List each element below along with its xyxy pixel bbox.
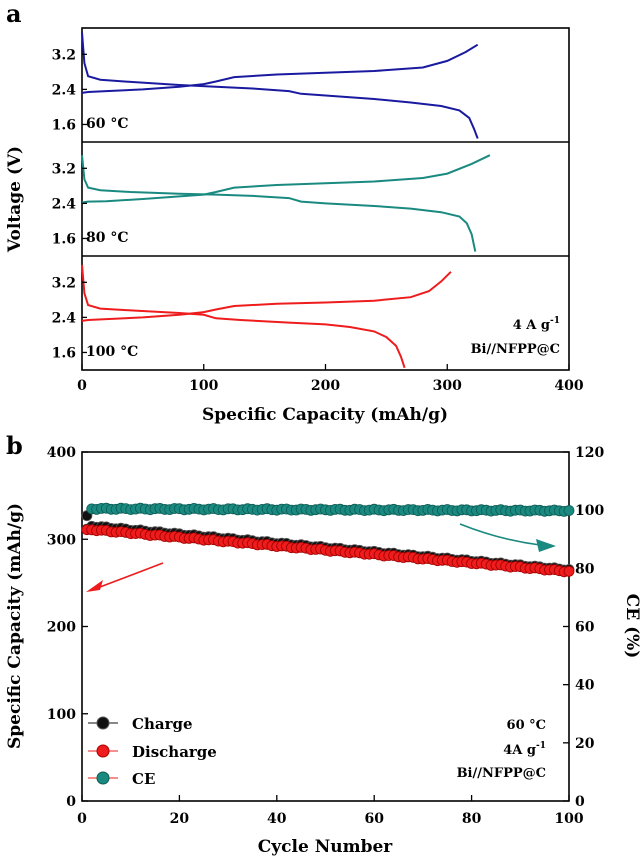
temp-annotation-b: 60 °C — [507, 718, 546, 733]
y-tick-label-a: 1.6 — [52, 231, 76, 247]
y2-tick-label-b: 80 — [575, 561, 595, 577]
panel-b: 0 20 40 60 80 1000100200300400020406080100120… — [5, 445, 641, 857]
point-ce — [563, 505, 575, 516]
point-discharge — [563, 565, 575, 577]
temp-label-100C: 100 °C — [86, 344, 138, 360]
y-tick-label-a: 1.6 — [52, 117, 76, 133]
legend-item-discharge: Discharge — [88, 743, 217, 761]
panel-letter-a: a — [6, 0, 22, 28]
legend-label-ce: CE — [132, 770, 155, 788]
temp-label-60C: 60 °C — [86, 116, 129, 132]
x-axis-label-b: Cycle Number — [258, 837, 394, 857]
x-tick-label-a: 100 — [189, 378, 218, 394]
arrow-to-left-axis — [86, 562, 164, 592]
panel-a-ticks: 1.6 2.4 3.2 1.6 2.4 3.2 1.6 2.4 3.2 0 100 200 300 400 — [52, 47, 584, 394]
y2-tick-label-b: 100 — [575, 503, 604, 519]
y2-tick-label-b: 0 — [575, 794, 585, 810]
subpanel-80C: 80 °C — [81, 154, 491, 252]
curve-80C-discharge — [81, 155, 477, 252]
y-tick-label-b: 0 — [66, 794, 76, 810]
y-tick-label-a: 3.2 — [52, 161, 76, 177]
y-axis-label-a: Voltage (V) — [5, 146, 25, 253]
y-tick-label-a: 2.4 — [52, 82, 77, 98]
y2-axis-label-b: CE (%) — [622, 594, 641, 659]
y-tick-label-b: 400 — [47, 445, 76, 461]
x-axis-label-a: Specific Capacity (mAh/g) — [202, 405, 448, 425]
subpanel-100C: 100 °C — [81, 264, 452, 369]
x-tick-label-b: 100 — [554, 811, 583, 827]
series-discharge — [81, 524, 575, 578]
y-axis-label-b: Specific Capacity (mAh/g) — [5, 503, 25, 749]
y-tick-label-a: 1.6 — [52, 345, 76, 361]
curve-80C-charge — [81, 154, 491, 204]
legend-item-ce: CE — [88, 770, 155, 788]
curve-100C-discharge — [81, 264, 406, 369]
y-tick-label-b: 100 — [47, 707, 76, 723]
x-tick-label-a: 0 — [77, 378, 87, 394]
rate-annotation-a: 4 A g-1 — [513, 316, 560, 333]
curve-60C-charge — [81, 43, 479, 94]
y-tick-label-a: 2.4 — [52, 196, 77, 212]
cell-annotation-a: Bi//NFPP@C — [471, 342, 560, 357]
y-tick-label-a: 3.2 — [52, 275, 76, 291]
x-tick-label-a: 300 — [433, 378, 462, 394]
temp-label-80C: 80 °C — [86, 230, 129, 246]
x-tick-label-b: 0 — [77, 811, 87, 827]
x-tick-label-b: 60 — [364, 811, 384, 827]
y-tick-label-b: 300 — [47, 532, 76, 548]
curve-100C-charge — [81, 271, 452, 322]
panel-letter-b: b — [6, 431, 23, 460]
y2-tick-label-b: 120 — [575, 445, 604, 461]
y-tick-label-a: 2.4 — [52, 310, 77, 326]
y2-tick-label-b: 20 — [575, 736, 595, 752]
legend: Charge Discharge CE — [88, 715, 217, 788]
rate-annotation-b: 4A g-1 — [503, 741, 546, 758]
y2-tick-label-b: 60 — [575, 620, 595, 636]
x-tick-label-b: 80 — [462, 811, 482, 827]
y-tick-label-a: 3.2 — [52, 47, 76, 63]
subpanel-60C: 60 °C — [81, 32, 479, 139]
x-tick-label-a: 400 — [554, 378, 583, 394]
panel-b-series — [81, 502, 575, 578]
legend-item-charge: Charge — [88, 715, 193, 733]
x-tick-label-b: 40 — [267, 811, 287, 827]
y-tick-label-b: 200 — [47, 620, 76, 636]
panel-a: 60 °C 80 °C 100 °C 1.62.43.21.62.43.21.6… — [5, 27, 584, 425]
y2-tick-label-b: 40 — [575, 678, 595, 694]
curve-60C-discharge — [81, 32, 479, 139]
legend-label-charge: Charge — [132, 715, 193, 733]
x-tick-label-a: 200 — [311, 378, 340, 394]
legend-label-discharge: Discharge — [132, 743, 217, 761]
arrow-to-right-axis — [459, 523, 556, 552]
cell-annotation-b: Bi//NFPP@C — [457, 766, 546, 781]
x-tick-label-b: 20 — [170, 811, 190, 827]
